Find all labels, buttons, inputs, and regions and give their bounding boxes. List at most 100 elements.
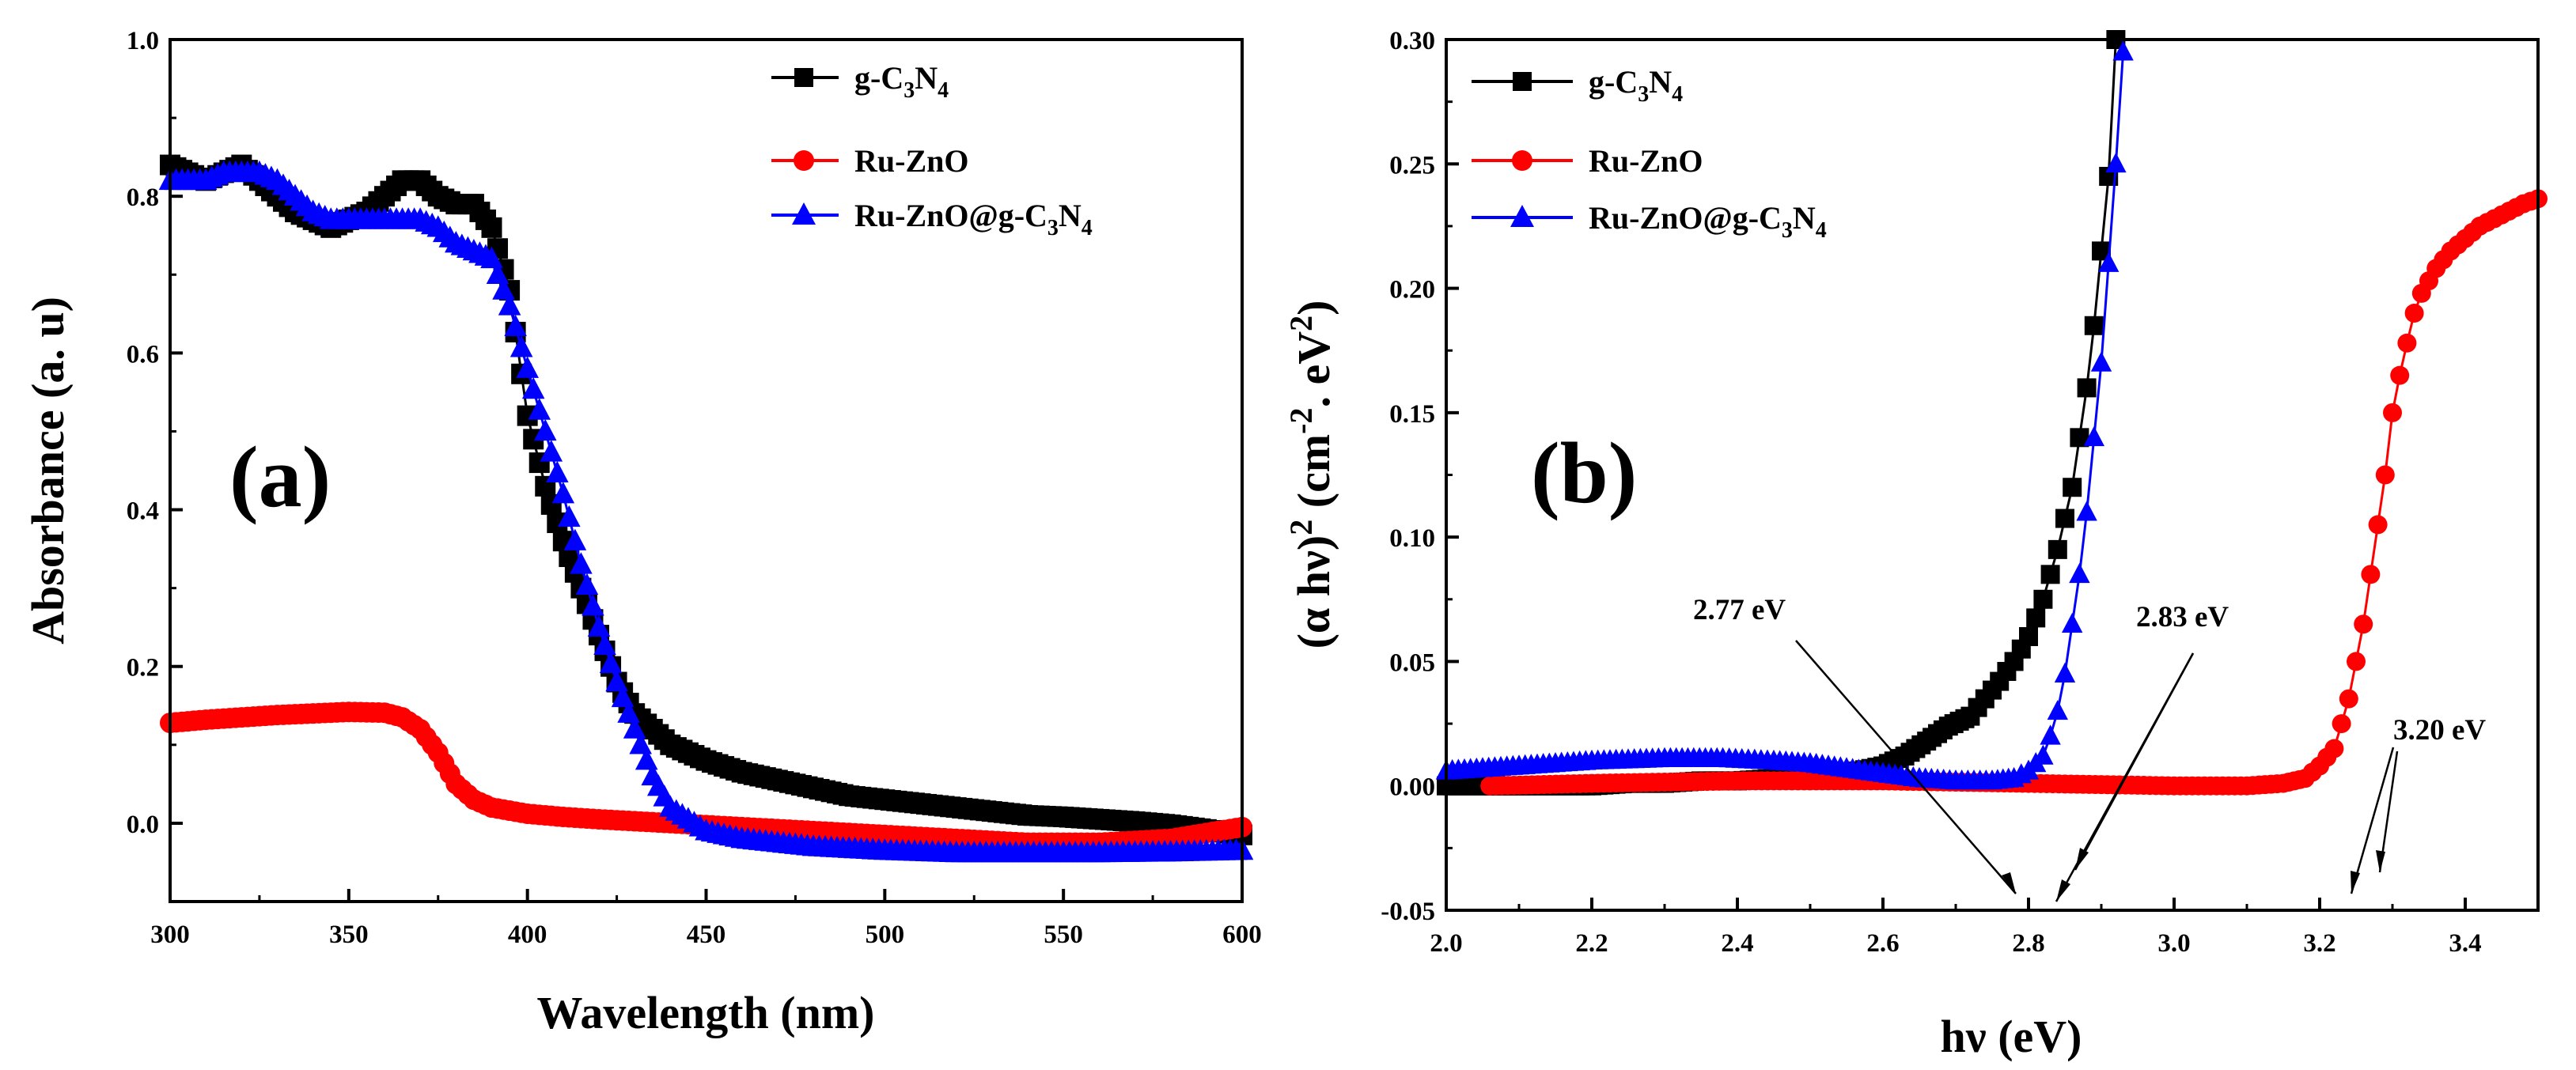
- panel-b-ytick-label-2: 0.05: [1389, 648, 1435, 677]
- panel-b-series-1-point-145: [2368, 515, 2388, 535]
- legend-entry-a-1: Ru-ZnO: [771, 143, 969, 179]
- panel-a-series-2-point-71: [581, 594, 604, 616]
- panel-b-xlabel: hν (eV): [1941, 1011, 2082, 1062]
- legend-marker-a-2: [792, 202, 816, 225]
- annotation-arrow-2-77-a: [1795, 640, 2017, 894]
- panel-a-series-2-point-78: [623, 716, 646, 739]
- panel-b-series-1-point-142: [2347, 652, 2366, 671]
- panel-b-series-1-point-150: [2404, 304, 2424, 323]
- panel-a-xtick-label-1: 350: [329, 921, 369, 949]
- panel-a-ytick-label-5: 1.0: [127, 27, 159, 55]
- panel-b-series-1-point-147: [2383, 403, 2402, 422]
- panel-b-series-0-point-100: [2048, 539, 2067, 559]
- panel-b-legend: g-C3N4 Ru-ZnO Ru-ZnO@g-C3N4: [1472, 64, 1827, 243]
- panel-b-series-1-point-141: [2339, 689, 2358, 709]
- panel-b-ticks: 2.0 2.2 2.4 2.6 2.8 3.0 3.2 3.4 -0.05 0.00 0.05 0.1…: [1381, 27, 2540, 958]
- panel-a-series-2-point-80: [635, 748, 658, 770]
- annotation-2-83-ev: 2.83 eV: [2136, 601, 2229, 633]
- panel-a-series-2-point-77: [617, 701, 640, 723]
- panel-b-series-2-point-109: [2112, 40, 2134, 61]
- annotation-arrow-3-20-a: [2350, 747, 2395, 894]
- legend-label-a-1: Ru-ZnO: [854, 143, 969, 179]
- panel-b-series-0-point-99: [2040, 565, 2060, 584]
- panel-a-ytick-label-4: 0.8: [127, 183, 159, 212]
- panel-b-series-1-point-139: [2324, 739, 2344, 758]
- legend-entry-b-1: Ru-ZnO: [1472, 143, 1703, 179]
- panel-b-series-1: [1480, 189, 2548, 796]
- panel-a-ylabel: Absorbance (a. u): [22, 297, 74, 645]
- panel-b-ytick-label-7: 0.30: [1389, 27, 1435, 55]
- annotation-arrow-2-83-b: [2074, 652, 2195, 871]
- panel-a-xlabel: Wavelength (nm): [537, 987, 875, 1038]
- panel-b-series-0-point-102: [2063, 478, 2082, 497]
- panel-a-series-2-point-55: [486, 262, 510, 284]
- panel-a-series: [158, 154, 1254, 863]
- panel-a-series-2-point-59: [510, 335, 533, 357]
- panel-a-xtick-label-4: 500: [866, 921, 905, 949]
- panel-b-series-1-point-143: [2354, 614, 2373, 634]
- panel-a-series-2-point-65: [546, 460, 569, 483]
- panel-a-series-2-point-60: [516, 356, 539, 378]
- panel-a: 300 350 400 450 500 550 6000.00.20.40.60.81.0 …: [22, 27, 1262, 1038]
- panel-a-series-2-point-67: [558, 505, 581, 527]
- panel-b-xtick-label-1: 2.2: [1575, 929, 1608, 958]
- panel-b-xtick-label-3: 2.6: [1866, 929, 1899, 958]
- panel-b-series-2: [1435, 40, 2134, 790]
- panel-b-series-2-point-108: [2105, 152, 2127, 173]
- legend-marker-a-1: [794, 150, 814, 171]
- panel-a-series-2-point-68: [563, 528, 587, 550]
- panel-b: 2.0 2.2 2.4 2.6 2.8 3.0 3.2 3.4 -0.05 0.00 0.05 0.1…: [1283, 27, 2548, 1062]
- panel-a-series-2-point-61: [521, 377, 545, 399]
- legend-label-b-0: g-C3N4: [1589, 64, 1683, 107]
- panel-b-series-1-point-146: [2375, 465, 2395, 485]
- panel-b-series-1-point-149: [2397, 333, 2417, 353]
- legend-entry-a-0: g-C3N4: [771, 60, 949, 103]
- panel-b-series-2-point-98: [2032, 744, 2054, 765]
- panel-b-xtick-label-5: 3.0: [2157, 929, 2190, 958]
- annotation-arrowhead-3-20-a: [2351, 871, 2360, 894]
- panel-b-series-0-point-97: [2026, 608, 2046, 628]
- panel-a-series-2-point-74: [599, 651, 623, 674]
- panel-b-ytick-label-4: 0.15: [1389, 400, 1435, 429]
- panel-a-xtick-label-5: 550: [1044, 921, 1083, 949]
- panel-a-legend: g-C3N4 Ru-ZnO Ru-ZnO@g-C3N4: [771, 60, 1093, 240]
- legend-label-b-1: Ru-ZnO: [1589, 143, 1703, 179]
- panel-b-series-2-point-103: [2069, 562, 2090, 584]
- panel-a-ytick-label-0: 0.0: [127, 811, 159, 839]
- panel-b-ytick-label-6: 0.25: [1389, 151, 1435, 180]
- panel-b-ylabel: (α hν)2 (cm-2. eV2): [1283, 301, 1339, 649]
- annotation-arrowhead-2-83-a: [2056, 879, 2070, 902]
- panel-a-series-2-point-56: [492, 278, 515, 300]
- panel-b-series-1-point-144: [2361, 565, 2381, 584]
- annotation-arrowhead-2-77-a: [2002, 872, 2016, 894]
- legend-entry-b-0: g-C3N4: [1472, 64, 1683, 107]
- panel-b-annotations: 2.77 eV 2.83 eV 3.20 eV: [1693, 594, 2486, 902]
- legend-entry-a-2: Ru-ZnO@g-C3N4: [771, 198, 1093, 240]
- panel-b-series-2-point-106: [2090, 351, 2112, 372]
- panel-b-series-0-point-101: [2055, 509, 2074, 528]
- annotation-arrowhead-2-83-b: [2075, 848, 2089, 870]
- panel-b-series-2-point-107: [2098, 251, 2120, 272]
- panel-a-series-2-point-70: [575, 573, 599, 595]
- panel-b-series-2-point-100: [2047, 699, 2068, 720]
- annotation-2-77-ev: 2.77 eV: [1693, 594, 1786, 626]
- panel-b-series-1-point-148: [2390, 365, 2410, 385]
- panel-b-series-2-point-101: [2054, 662, 2076, 682]
- panel-a-ytick-label-1: 0.2: [127, 654, 159, 682]
- panel-b-series-0-point-96: [2019, 626, 2038, 646]
- panel-b-xtick-label-2: 2.4: [1721, 929, 1753, 958]
- panel-a-series-2-point-73: [593, 633, 616, 656]
- panel-a-series-2: [158, 160, 1254, 863]
- panel-a-series-2-point-57: [498, 293, 521, 316]
- panel-b-series-2-point-105: [2083, 425, 2104, 447]
- panel-a-series-2-point-66: [551, 482, 575, 504]
- panel-a-series-2-point-54: [480, 246, 503, 269]
- annotation-3-20-ev: 3.20 eV: [2393, 714, 2486, 747]
- legend-label-a-0: g-C3N4: [854, 60, 949, 103]
- panel-a-series-2-point-76: [611, 685, 635, 708]
- panel-b-series-1-point-140: [2332, 714, 2351, 734]
- panel-a-series-2-point-63: [533, 418, 557, 441]
- panel-a-series-2-point-69: [570, 552, 593, 574]
- panel-a-xtick-label-3: 450: [687, 921, 726, 949]
- panel-b-series-0-point-105: [2084, 316, 2104, 335]
